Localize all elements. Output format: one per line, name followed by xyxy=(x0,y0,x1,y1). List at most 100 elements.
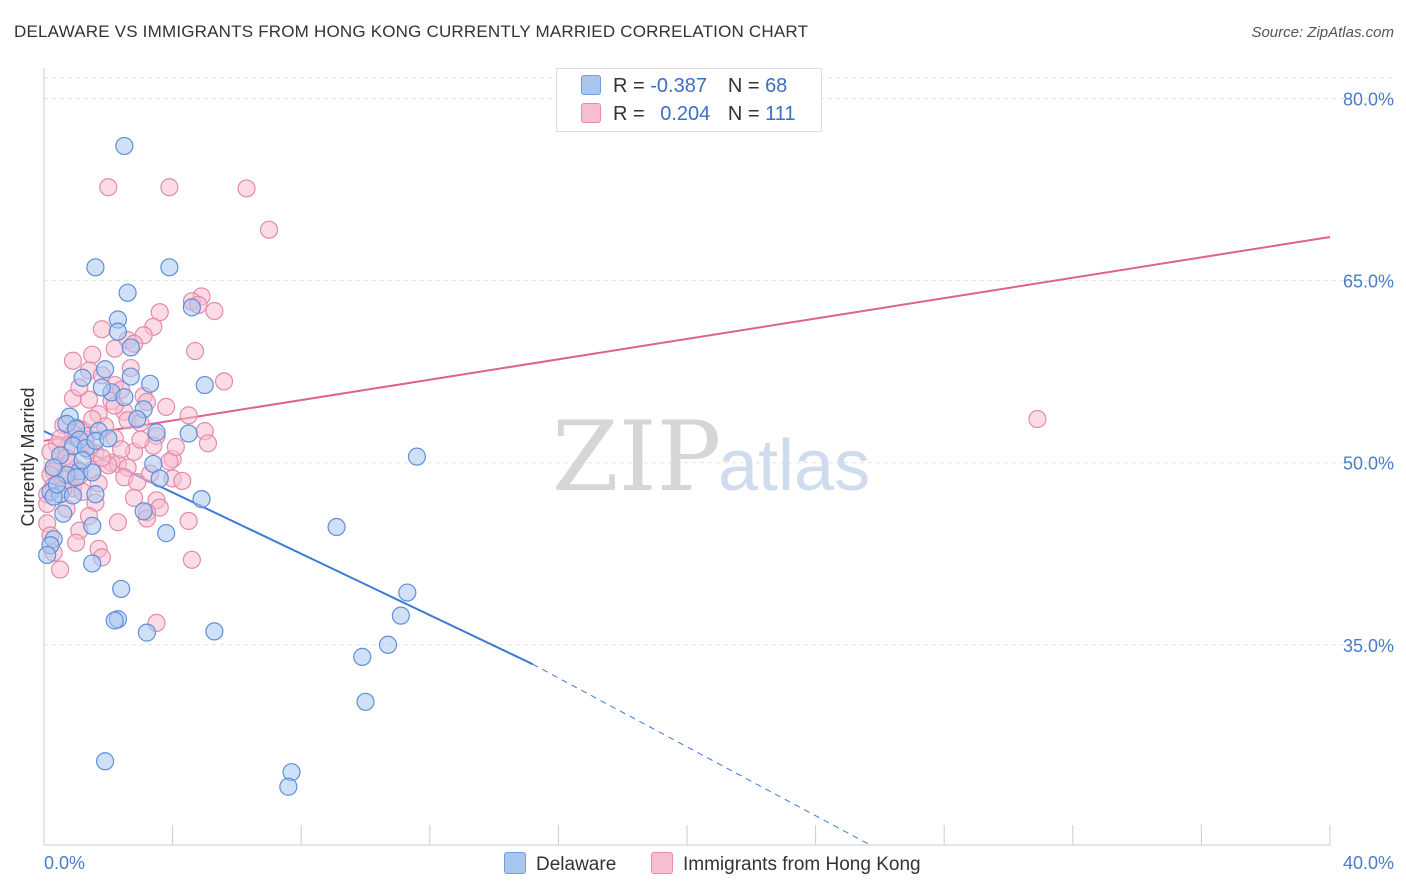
point-delaware xyxy=(378,635,398,654)
point-delaware xyxy=(182,298,201,317)
point-delaware xyxy=(44,458,63,477)
point-delaware xyxy=(279,777,298,796)
point-hong-kong xyxy=(205,301,224,321)
point-hong-kong xyxy=(50,560,70,579)
legend-row-hong-kong: R = 0.204 N = 111 xyxy=(581,103,795,126)
bottom-legend-label-delaware: Delaware xyxy=(536,854,617,875)
bottom-legend-delaware: Delaware xyxy=(504,852,616,876)
point-delaware xyxy=(121,338,140,357)
grid-lines xyxy=(44,77,1394,646)
point-delaware xyxy=(140,374,160,393)
point-hong-kong xyxy=(182,550,201,569)
bottom-legend-swatch-hong-kong xyxy=(651,852,673,874)
source-label: Source: ZipAtlas.com xyxy=(1251,24,1394,41)
point-hong-kong xyxy=(198,434,218,453)
point-delaware xyxy=(115,388,134,407)
r-value-hong-kong: 0.204 xyxy=(660,103,711,125)
point-hong-kong xyxy=(259,220,279,239)
point-hong-kong xyxy=(124,488,144,508)
point-delaware xyxy=(147,423,166,442)
watermark-atlas: atlas xyxy=(718,426,870,506)
point-delaware xyxy=(99,429,118,448)
y-tick-label: 80.0% xyxy=(1343,90,1394,110)
point-hong-kong xyxy=(166,437,185,457)
point-hong-kong xyxy=(79,390,99,409)
point-hong-kong xyxy=(214,372,234,391)
point-delaware xyxy=(157,524,176,543)
chart-title: DELAWARE VS IMMIGRANTS FROM HONG KONG CU… xyxy=(14,22,809,41)
point-hong-kong xyxy=(186,341,205,361)
point-delaware xyxy=(179,424,198,443)
point-delaware xyxy=(160,258,179,277)
point-hong-kong xyxy=(179,406,198,425)
point-hong-kong xyxy=(1028,409,1047,429)
point-delaware xyxy=(118,283,137,302)
point-hong-kong xyxy=(173,471,192,491)
data-points xyxy=(38,136,1047,796)
trend-line-hong-kong xyxy=(43,235,1331,442)
r-label: R = xyxy=(613,75,645,97)
n-label: N = xyxy=(727,75,760,97)
point-hong-kong xyxy=(160,178,179,197)
point-delaware xyxy=(115,136,134,156)
point-hong-kong xyxy=(99,178,118,197)
point-delaware xyxy=(73,451,92,470)
point-delaware xyxy=(205,622,224,641)
point-delaware xyxy=(105,611,124,630)
x-tick-label-min: 0.0% xyxy=(44,853,85,873)
bottom-legend-hong-kong: Immigrants from Hong Kong xyxy=(651,852,921,876)
y-axis-title: Currently Married xyxy=(18,387,38,526)
point-delaware xyxy=(63,486,83,505)
point-delaware xyxy=(86,485,105,504)
n-label: N = xyxy=(727,103,760,125)
point-hong-kong xyxy=(112,440,131,459)
point-delaware xyxy=(398,583,417,602)
point-delaware xyxy=(128,409,147,429)
point-delaware xyxy=(86,258,105,277)
point-delaware xyxy=(38,545,57,565)
point-hong-kong xyxy=(131,430,150,449)
point-hong-kong xyxy=(63,351,83,370)
point-delaware xyxy=(195,375,214,395)
y-tick-label: 50.0% xyxy=(1343,454,1394,474)
point-delaware xyxy=(134,502,153,521)
point-hong-kong xyxy=(108,513,128,532)
r-label: R = xyxy=(613,103,645,125)
point-delaware xyxy=(121,367,140,386)
point-delaware xyxy=(137,623,156,642)
point-delaware xyxy=(95,752,115,771)
legend-swatch-delaware xyxy=(581,75,601,95)
y-tick-label: 65.0% xyxy=(1343,272,1394,292)
legend-row-delaware: R = -0.387 N = 68 xyxy=(581,75,787,98)
watermark-zip: ZIP xyxy=(552,401,721,513)
n-value-hong-kong: 111 xyxy=(765,103,796,125)
point-delaware xyxy=(391,606,410,625)
point-delaware xyxy=(54,504,73,523)
x-tick-label-max: 40.0% xyxy=(1343,853,1394,873)
point-delaware xyxy=(47,475,66,494)
point-delaware xyxy=(108,322,128,341)
bottom-legend-swatch-delaware xyxy=(504,852,526,874)
point-delaware xyxy=(73,368,92,387)
r-value-delaware: -0.387 xyxy=(650,75,707,97)
y-tick-labels: 35.0% 50.0% 65.0% 80.0% xyxy=(1343,90,1394,656)
point-delaware xyxy=(83,554,102,573)
point-hong-kong xyxy=(92,448,111,467)
point-delaware xyxy=(92,378,111,397)
axes xyxy=(43,68,1331,846)
point-hong-kong xyxy=(92,320,111,339)
y-tick-label: 35.0% xyxy=(1343,636,1394,656)
point-hong-kong xyxy=(179,511,198,531)
point-hong-kong xyxy=(83,345,102,364)
point-delaware xyxy=(353,647,372,666)
point-hong-kong xyxy=(157,397,176,416)
point-hong-kong xyxy=(67,533,86,552)
point-delaware xyxy=(150,469,169,488)
point-delaware xyxy=(83,516,102,535)
point-delaware xyxy=(356,692,375,711)
stats-legend: R = -0.387 N = 68 R = 0.204 N = 111 xyxy=(556,68,822,132)
legend-swatch-hong-kong xyxy=(581,103,601,123)
bottom-legend-label-hong-kong: Immigrants from Hong Kong xyxy=(683,854,921,875)
point-delaware xyxy=(67,468,86,487)
